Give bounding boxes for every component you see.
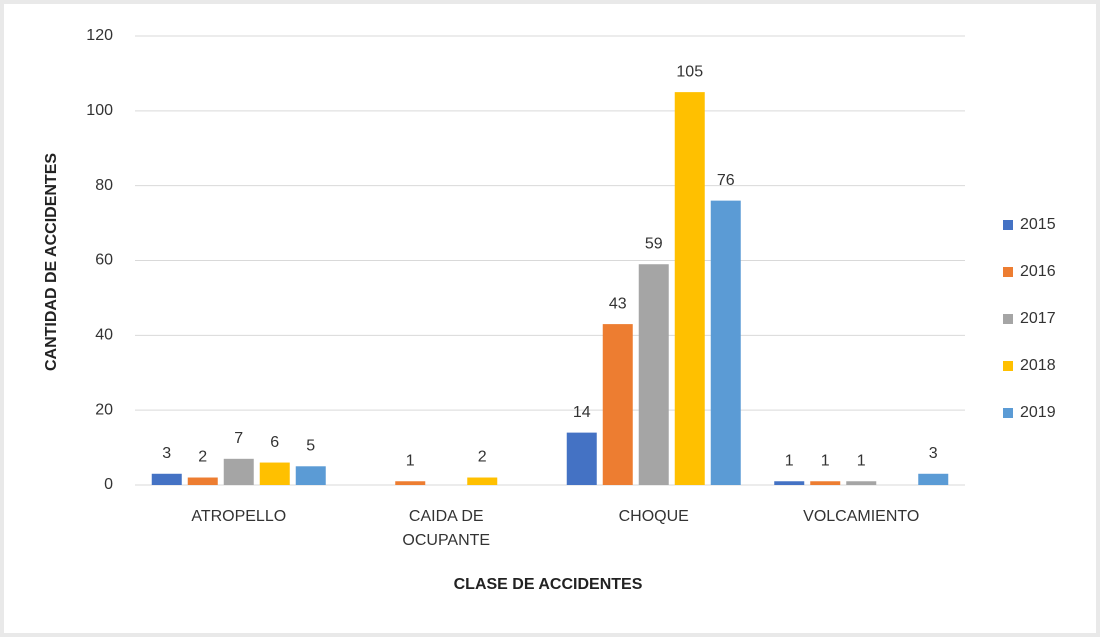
x-tick-label: VOLCAMIENTO: [803, 508, 920, 525]
bar: [566, 432, 597, 485]
data-label: 76: [717, 172, 735, 189]
bar: [774, 481, 805, 485]
data-label: 1: [821, 452, 830, 469]
y-tick-label: 120: [86, 27, 113, 44]
y-tick-label: 20: [95, 401, 113, 418]
bar: [467, 477, 498, 485]
y-tick-label: 100: [86, 102, 113, 119]
data-label: 6: [270, 434, 279, 451]
x-tick-label: ATROPELLO: [191, 508, 287, 525]
data-label: 3: [162, 445, 171, 462]
x-tick-label: CHOQUE: [618, 508, 689, 525]
bar: [602, 324, 633, 485]
data-label: 5: [306, 438, 315, 455]
bar: [638, 264, 669, 485]
data-label: 1: [785, 452, 794, 469]
bar: [223, 458, 254, 485]
bar: [710, 200, 741, 485]
bar: [151, 473, 182, 485]
data-label: 43: [609, 295, 627, 312]
data-label: 59: [645, 235, 663, 252]
bar: [395, 481, 426, 485]
data-label: 2: [478, 449, 487, 466]
legend-label: 2016: [1020, 263, 1056, 280]
bar: [259, 462, 290, 485]
legend-swatch: [1003, 220, 1013, 230]
legend-label: 2017: [1020, 310, 1056, 327]
data-label: 14: [573, 404, 591, 421]
data-label: 1: [857, 452, 866, 469]
x-axis-title: CLASE DE ACCIDENTES: [454, 576, 643, 593]
x-tick-label: CAIDA DE OCUPANTE: [402, 508, 491, 549]
chart-panel: [4, 4, 1096, 633]
y-tick-label: 60: [95, 252, 113, 269]
y-axis-title: CANTIDAD DE ACCIDENTES: [43, 153, 60, 371]
bar: [918, 473, 949, 485]
data-label: 7: [234, 430, 243, 447]
data-label: 2: [198, 449, 207, 466]
y-tick-label: 40: [95, 327, 113, 344]
legend-swatch: [1003, 267, 1013, 277]
y-tick-label: 0: [104, 476, 113, 493]
legend-label: 2019: [1020, 404, 1056, 421]
legend-swatch: [1003, 408, 1013, 418]
legend-label: 2018: [1020, 357, 1056, 374]
data-label: 1: [406, 452, 415, 469]
legend-swatch: [1003, 361, 1013, 371]
data-label: 105: [676, 63, 703, 80]
y-tick-label: 80: [95, 177, 113, 194]
bar: [846, 481, 877, 485]
legend-label: 2015: [1020, 216, 1056, 233]
data-label: 3: [929, 445, 938, 462]
bar: [810, 481, 841, 485]
bar: [674, 92, 705, 485]
bar: [187, 477, 218, 485]
legend-swatch: [1003, 314, 1013, 324]
bar: [295, 466, 326, 485]
